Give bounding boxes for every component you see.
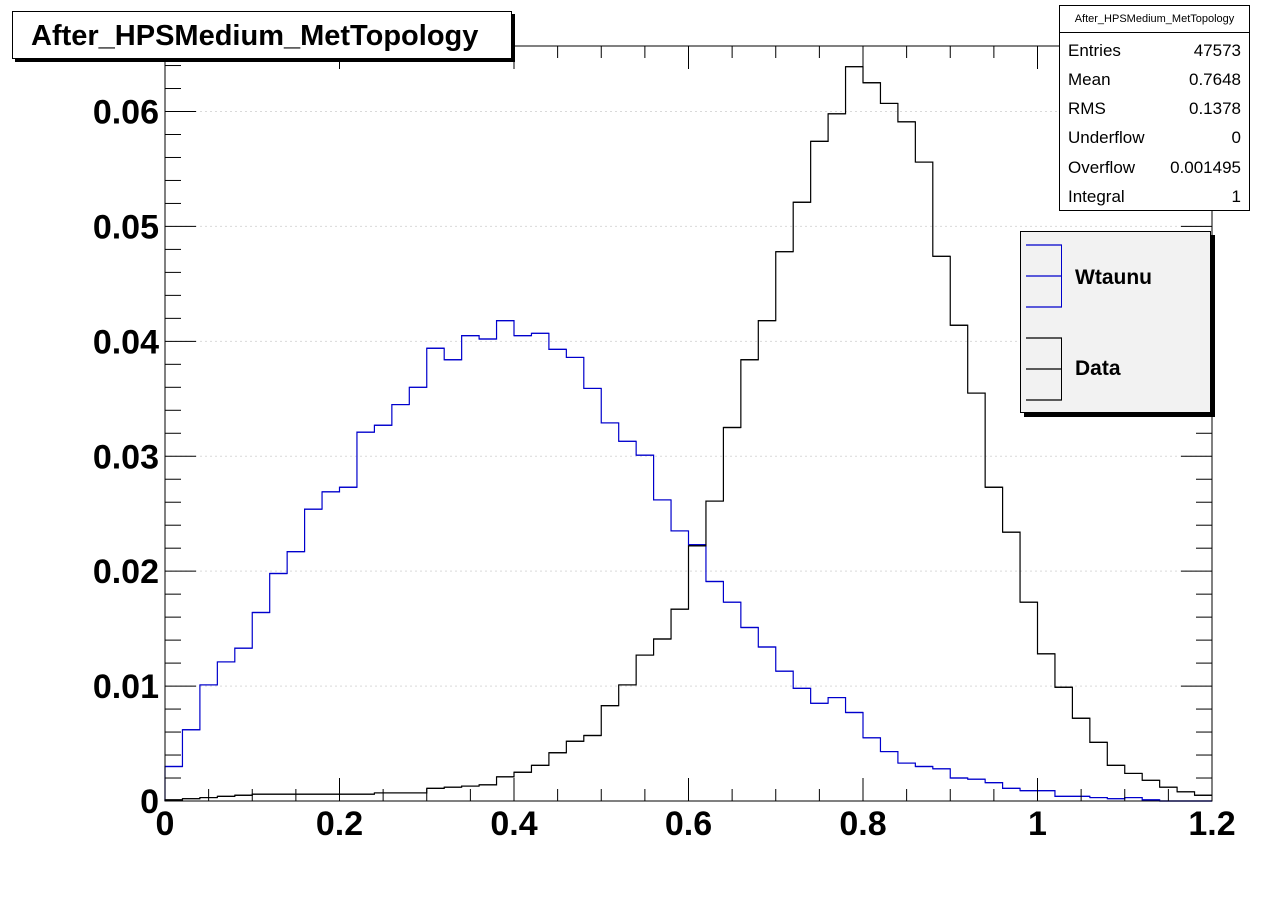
legend-entry-data: Data [1021, 335, 1206, 405]
stats-key: Mean [1068, 70, 1111, 89]
stats-key: Integral [1068, 187, 1125, 206]
x-tick-label: 1 [1028, 805, 1047, 843]
y-tick-label: 0.05 [93, 208, 159, 246]
plot-title-box: After_HPSMedium_MetTopology [12, 11, 512, 59]
y-tick-label: 0.03 [93, 438, 159, 476]
axis-tick-labels: 0 0.01 0.02 0.03 0.04 0.05 0.06 0 0.2 0.4 0.6 0.8 1 1… [93, 94, 1236, 843]
legend-swatch-data [1026, 337, 1062, 401]
stats-key: Entries [1068, 41, 1121, 60]
x-tick-label: 0.2 [316, 805, 363, 843]
stats-value: 47573 [1193, 41, 1241, 60]
stats-value: 0.7648 [1189, 70, 1241, 89]
stats-row-underflow: Underflow 0 [1068, 123, 1241, 152]
plot-title: After_HPSMedium_MetTopology [31, 20, 479, 52]
histogram-series [164, 66, 1212, 802]
stats-title: After_HPSMedium_MetTopology [1060, 6, 1249, 33]
legend: Wtaunu Data [1020, 231, 1211, 413]
legend-label-wtaunu: Wtaunu [1075, 266, 1152, 289]
stats-key: Overflow [1068, 158, 1136, 177]
y-tick-label: 0.01 [93, 668, 159, 706]
x-tick-label: 1.2 [1188, 805, 1235, 843]
y-tick-label: 0.04 [93, 323, 159, 361]
y-tick-label: 0 [140, 783, 159, 821]
x-tick-label: 0.6 [665, 805, 712, 843]
stats-value: 0 [1231, 128, 1241, 147]
legend-swatch-wtaunu [1026, 244, 1062, 308]
legend-label-data: Data [1075, 357, 1121, 380]
legend-entry-wtaunu: Wtaunu [1021, 242, 1206, 312]
stats-row-overflow: Overflow 0.001495 [1068, 153, 1241, 182]
stats-row-integral: Integral 1 [1068, 182, 1241, 211]
stats-row-entries: Entries 47573 [1068, 36, 1241, 65]
y-tick-label: 0.06 [93, 94, 159, 132]
stats-key: Underflow [1068, 128, 1145, 147]
stats-value: 0.001495 [1170, 158, 1241, 177]
y-tick-label: 0.02 [93, 553, 159, 591]
stats-row-rms: RMS 0.1378 [1068, 94, 1241, 123]
x-tick-label: 0.4 [490, 805, 537, 843]
stats-value: 1 [1231, 187, 1241, 206]
stats-key: RMS [1068, 99, 1106, 118]
series-data [164, 66, 1212, 801]
stats-row-mean: Mean 0.7648 [1068, 65, 1241, 94]
series-outline [164, 66, 1212, 801]
x-tick-label: 0.8 [839, 805, 886, 843]
x-tick-label: 0 [156, 805, 175, 843]
stats-box: After_HPSMedium_MetTopology Entries 4757… [1059, 5, 1250, 211]
stats-value: 0.1378 [1189, 99, 1241, 118]
